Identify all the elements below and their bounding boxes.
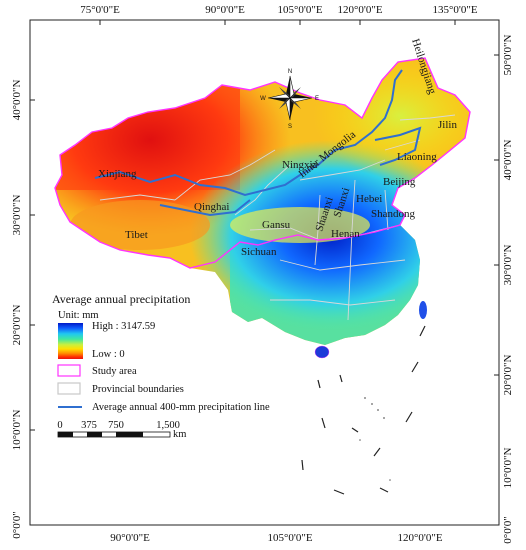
graticule-label: 0°0'0" [502,516,514,543]
graticule-label: 120°0'0"E [397,532,442,544]
hainan-island [314,345,330,359]
label-tibet: Tibet [125,229,148,241]
study-area-outline [54,57,471,269]
islands [359,397,391,481]
graticule-label: 120°0'0"E [337,4,382,16]
graticule-label: 105°0'0"E [277,4,322,16]
label-hebei: Hebei [356,193,382,205]
legend-study-area: Study area [92,366,137,377]
label-henan: Henan [331,228,360,240]
legend-study-area-swatch [57,364,81,377]
legend-unit: Unit: mm [58,310,99,321]
label-jilin: Jilin [438,119,457,131]
scale-tick-0: 0 [57,420,62,431]
nine-dash-line [301,325,426,495]
graticule-label: 135°0'0"E [432,4,477,16]
legend: Average annual precipitation Unit: mm Hi… [52,292,270,413]
graticule-label: 50°0'0"N [502,35,514,76]
north-arrow-icon: N S E W [260,69,319,130]
graticule-label: 20°0'0"N [11,305,23,346]
taiwan-island [419,301,427,319]
label-xinjiang: Xinjiang [98,168,137,180]
legend-title: Average annual precipitation [52,292,190,306]
legend-color-ramp [58,323,83,359]
legend-low: Low : 0 [92,349,125,360]
label-beijing: Beijing [383,176,416,188]
scale-tick-750: 750 [108,420,124,431]
scale-bar: 0 375 750 1,500 km [57,420,186,440]
label-gansu: Gansu [262,219,291,231]
scale-tick-375: 375 [81,420,97,431]
graticule-label: 30°0'0"N [11,195,23,236]
compass-e: E [315,96,319,102]
graticule-label: 0°0'0" [11,511,23,538]
graticule-label: 40°0'0"N [11,80,23,121]
graticule-label: 90°0'0"E [205,4,245,16]
graticule-label: 40°0'0"N [502,140,514,181]
legend-precip-line: Average annual 400-mm precipitation line [92,402,270,413]
graticule-label: 90°0'0"E [110,532,150,544]
scale-tick-1500: 1,500 [156,420,180,431]
graticule-label: 105°0'0"E [267,532,312,544]
scale-unit: km [173,429,186,440]
graticule-label: 10°0'0"N [11,410,23,451]
label-ningxia: Ningxia [282,159,318,171]
compass-s: S [288,124,292,130]
graticule-label: 75°0'0"E [80,4,120,16]
graticule-label: 10°0'0"N [502,448,514,489]
graticule-label: 30°0'0"N [502,245,514,286]
legend-provincial: Provincial boundaries [92,384,184,395]
compass-n: N [288,69,292,75]
label-sichuan: Sichuan [241,246,277,258]
legend-provincial-swatch [57,382,81,395]
legend-high: High : 3147.59 [92,321,155,332]
graticule-label: 20°0'0"N [502,355,514,396]
label-shandong: Shandong [371,208,416,220]
label-liaoning: Liaoning [397,151,437,163]
compass-w: W [260,96,266,102]
label-qinghai: Qinghai [194,201,229,213]
precip-400mm-line [94,69,403,197]
